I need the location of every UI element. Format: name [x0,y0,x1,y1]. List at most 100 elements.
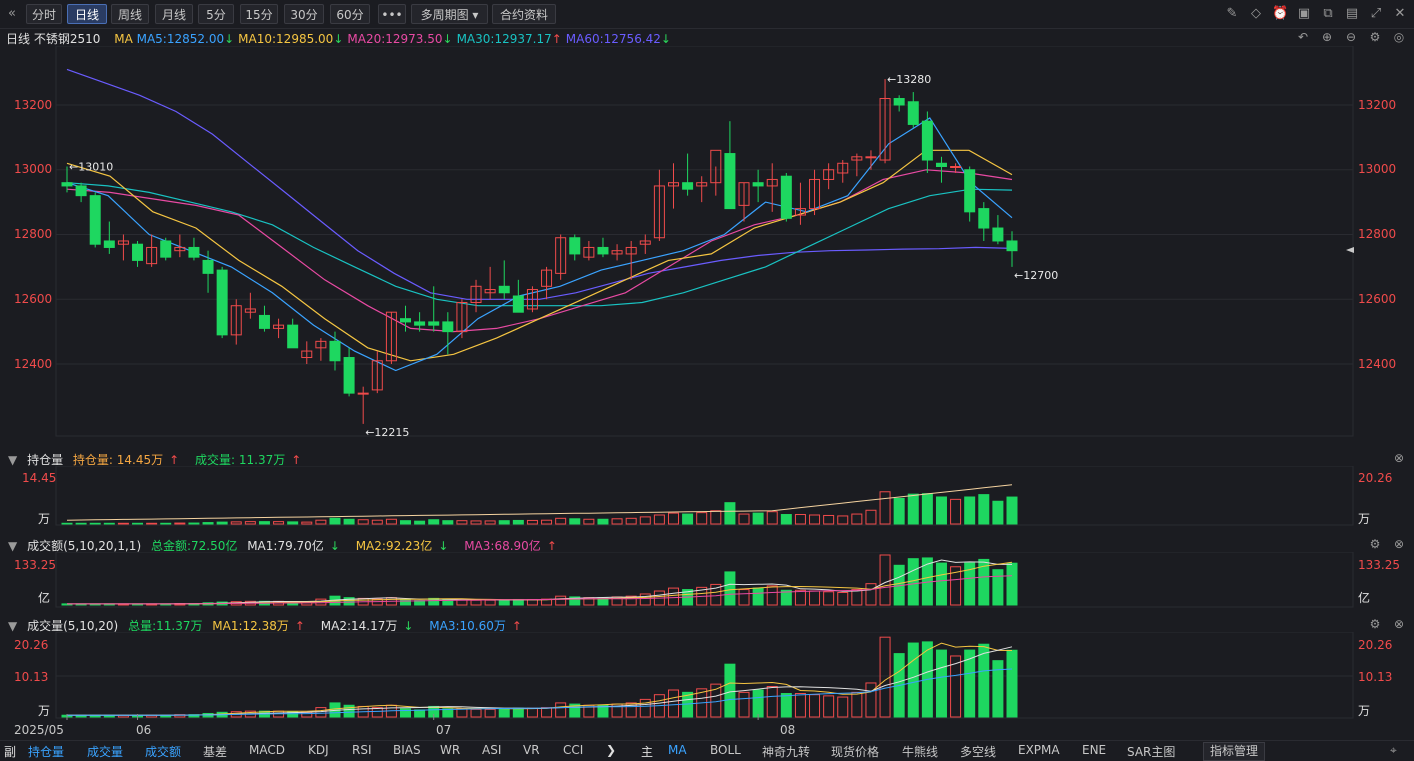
candle-body [188,246,200,258]
amt-right-top: 133.25 [1358,558,1400,572]
oi-bar [780,514,792,525]
candle-body [639,240,651,245]
period-button[interactable]: 60分 [330,4,370,24]
period-button[interactable]: 30分 [284,4,324,24]
vol-right-unit: 万 [1358,704,1371,718]
oi-bar [710,510,722,525]
draw-icon[interactable]: ✎ [1226,6,1238,21]
period-button[interactable]: 15分 [240,4,278,24]
candle-body [484,289,496,294]
expand-icon[interactable]: ⤢ [1370,6,1382,21]
close-panel-icon[interactable]: ⊗ [1393,537,1405,551]
candle-body [1006,240,1018,252]
period-button[interactable]: 周线 [111,4,149,24]
sub-tab[interactable]: RSI [352,743,372,757]
collapse-triangle-icon[interactable]: ▼ [8,619,18,633]
period-button[interactable]: 月线 [155,4,193,24]
more-button[interactable]: ••• [378,4,406,24]
contract-info-button[interactable]: 合约资料 [492,4,556,24]
volume-bar [526,707,538,718]
zoom-in-icon[interactable]: ⊕ [1321,30,1333,44]
collapse-triangle-icon[interactable]: ▼ [8,539,18,553]
close-panel-icon[interactable]: ⊗ [1393,617,1405,631]
candle-body [357,392,369,395]
candle-body [541,269,553,287]
candle-body [202,259,214,274]
eraser-icon[interactable]: ◇ [1251,6,1261,21]
close-panel-icon[interactable]: ⊗ [1393,451,1405,465]
main-tab[interactable]: 神奇九转 [762,745,811,759]
sub-tab[interactable]: ASI [482,743,502,757]
main-tab[interactable]: MA [668,743,687,757]
sub-tab[interactable]: 成交额 [145,745,182,759]
sub-tab[interactable]: BIAS [393,743,421,757]
y-tick-left: 12600 [14,292,53,306]
amount-bar [978,558,990,606]
camera-icon[interactable]: ▣ [1297,6,1311,21]
oi-bar [935,496,947,525]
gear-icon[interactable]: ◎ [1393,30,1405,44]
settings-icon[interactable]: ⚙ [1369,30,1381,44]
main-tab[interactable]: BOLL [710,743,741,757]
oi-bar [569,518,581,525]
sub-tab[interactable]: 成交量 [87,745,124,759]
sub-tab[interactable]: VR [523,743,540,757]
main-tab[interactable]: EXPMA [1018,743,1060,757]
volume-bar [301,711,313,718]
period-button[interactable]: 日线 [67,4,107,24]
main-tab[interactable]: 牛熊线 [902,745,939,759]
close-icon[interactable]: ✕ [1394,6,1406,21]
oi-bar [315,519,327,525]
multi-period-dropdown[interactable]: 多周期图 ▾ [411,4,488,24]
location-pin-icon[interactable]: ⌖ [1390,743,1397,757]
top-toolbar: « 分时 日线 周线 月线 5分 15分 30分 60分 ••• 多周期图 ▾ 合约资料 ✎ … [0,0,1414,29]
oi-bar [230,521,242,525]
oi-bar [132,522,144,525]
collapse-icon[interactable]: « [8,6,16,21]
indicator-manage-button[interactable]: 指标管理 [1203,742,1266,761]
settings-icon[interactable]: ⚙ [1369,537,1381,551]
oi-bar [357,519,369,525]
period-button[interactable]: 分时 [26,4,62,24]
oi-bar [75,522,87,525]
scroll-right-icon[interactable]: ❯ [606,743,617,757]
layout-icon[interactable]: ⧉ [1323,6,1333,21]
volume-bar [343,704,355,718]
period-button[interactable]: 5分 [198,4,234,24]
sub-tab[interactable]: WR [440,743,461,757]
volume-chart[interactable] [0,632,1414,720]
sub-tab[interactable]: 基差 [203,745,228,759]
volume-bar [823,695,835,718]
sub-tab[interactable]: KDJ [308,743,329,757]
volume-bar [484,708,496,718]
open-interest-chart[interactable] [0,466,1414,526]
alert-icon[interactable]: ⏰ [1272,6,1289,21]
oi-bar [978,494,990,525]
candle-body [667,182,679,187]
amount-total: 总金额:72.50亿 [150,539,238,553]
main-tab[interactable]: 多空线 [960,745,997,759]
turnover-chart[interactable] [0,552,1414,608]
main-tab[interactable]: ENE [1082,743,1107,757]
undo-icon[interactable]: ↶ [1297,30,1309,44]
chart-frame [55,46,1354,437]
sub-tab[interactable]: MACD [249,743,285,757]
main-tab[interactable]: SAR主图 [1127,745,1176,759]
window-icon[interactable]: ▤ [1345,6,1359,21]
main-tab[interactable]: 现货价格 [831,745,880,759]
volume-bar [414,709,426,718]
amount-bar [428,597,440,606]
settings-icon[interactable]: ⚙ [1369,617,1381,631]
candle-body [174,246,186,252]
candle-body [329,340,341,362]
sub-tab[interactable]: CCI [563,743,584,757]
candle-body [823,169,835,180]
zoom-out-icon[interactable]: ⊖ [1345,30,1357,44]
sub-tab[interactable]: 持仓量 [28,745,65,759]
y-tick-left: 13200 [14,98,53,112]
candle-body [724,153,736,210]
candlestick-chart[interactable]: ←13280 ←13010 ←12215 ←12700 [0,46,1414,446]
collapse-triangle-icon[interactable]: ▼ [8,453,18,467]
oi-bar [541,519,553,525]
candle-body [837,162,849,174]
